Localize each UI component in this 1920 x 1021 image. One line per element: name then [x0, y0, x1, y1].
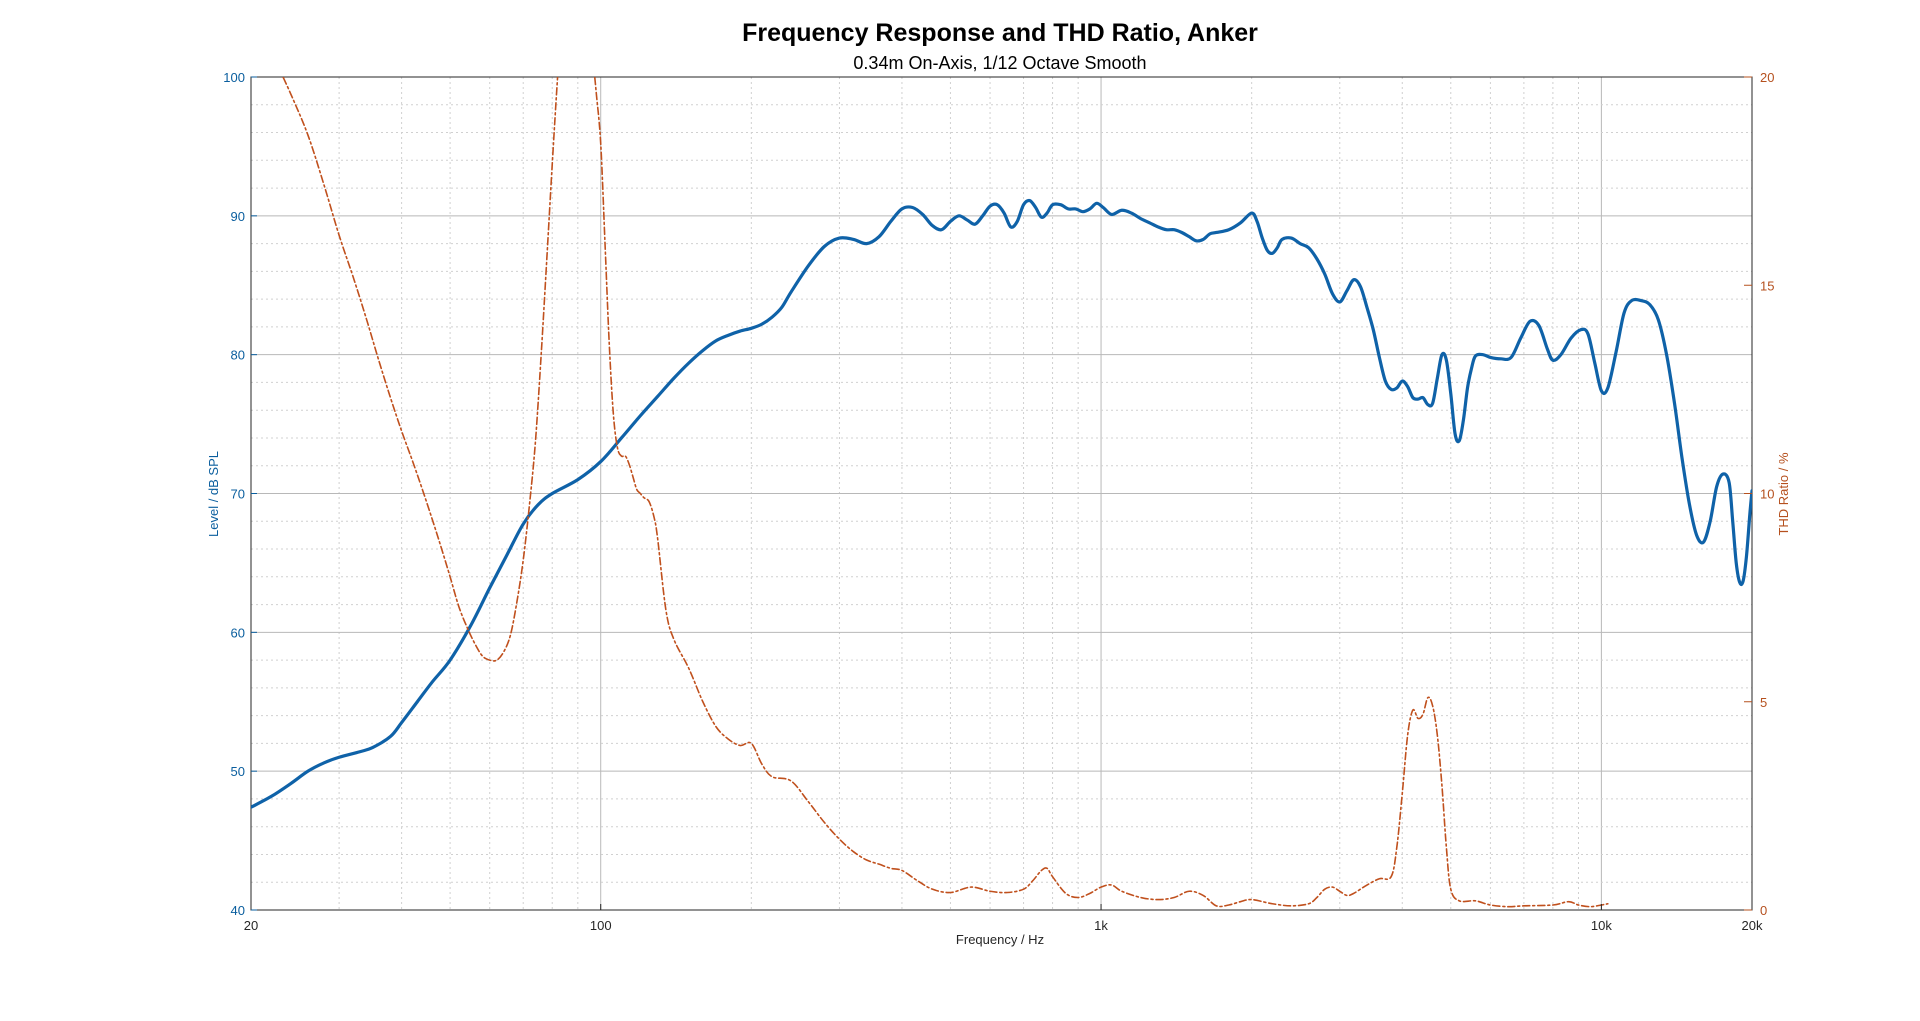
x-tick-label: 20 [244, 918, 258, 933]
y-left-tick-label: 80 [231, 348, 245, 363]
series-layer [251, 77, 1752, 908]
y-right-tick-label: 20 [1760, 70, 1774, 85]
series-line-level [251, 198, 1752, 809]
y-left-tick-label: 50 [231, 764, 245, 779]
y-left-tick-label: 70 [231, 487, 245, 502]
y-right-tick-label: 15 [1760, 278, 1774, 293]
chart-subtitle: 0.34m On-Axis, 1/12 Octave Smooth [853, 53, 1146, 73]
x-tick-label: 20k [1742, 918, 1763, 933]
y-left-tick-label: 100 [223, 70, 245, 85]
x-tick-label: 100 [590, 918, 612, 933]
tick-marks [250, 76, 1753, 911]
x-tick-label: 1k [1094, 918, 1108, 933]
y-left-tick-label: 60 [231, 625, 245, 640]
grid [251, 77, 1752, 910]
y-right-tick-label: 0 [1760, 903, 1767, 918]
tick-labels: 20 100 1k 10k 20k 40 50 60 70 80 90 100 0 5 10 15 20 [223, 70, 1774, 933]
x-axis-label: Frequency / Hz [956, 932, 1044, 947]
y-right-tick-label: 5 [1760, 695, 1767, 710]
y-axis-right-label: THD Ratio / % [1776, 452, 1791, 536]
series-line-thd [282, 77, 1609, 908]
y-right-tick-label: 10 [1760, 487, 1774, 502]
x-tick-label: 10k [1591, 918, 1612, 933]
y-left-tick-label: 40 [231, 903, 245, 918]
chart-title: Frequency Response and THD Ratio, Anker [742, 19, 1258, 47]
y-left-tick-label: 90 [231, 209, 245, 224]
y-axis-left-label: Level / dB SPL [206, 451, 221, 537]
